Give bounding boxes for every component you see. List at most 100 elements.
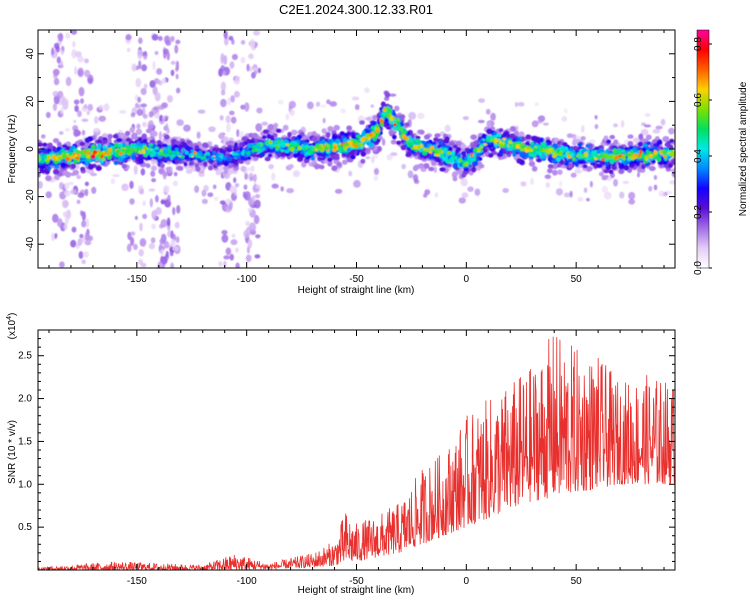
spectrogram-ridge-blob bbox=[39, 164, 46, 170]
spectrogram-ridge-blob bbox=[470, 134, 478, 140]
spectrogram-ridge-blob bbox=[117, 143, 124, 148]
spectrogram-scatter-blob bbox=[152, 60, 156, 71]
spectrogram-ridge-blob bbox=[170, 153, 175, 158]
spectrogram-scatter-blob bbox=[423, 193, 428, 198]
spectrogram-scatter-blob bbox=[245, 254, 252, 263]
spectrogram-ridge-blob bbox=[407, 139, 412, 143]
spectrogram-ridge-blob bbox=[145, 128, 152, 134]
spectrogram-ridge-blob bbox=[572, 156, 576, 161]
spectrogram-scatter-blob bbox=[322, 117, 326, 124]
spectrogram-scatter-blob bbox=[169, 248, 174, 257]
spectrogram-ridge-blob bbox=[41, 147, 48, 153]
spectrogram-scatter-blob bbox=[252, 173, 257, 183]
spectrogram-scatter-blob bbox=[594, 123, 599, 130]
spectrogram-scatter-blob bbox=[63, 223, 68, 231]
spectrogram-ridge-blob bbox=[669, 152, 675, 157]
spectrogram-ridge-blob bbox=[314, 148, 318, 152]
spectrogram-ridge-blob bbox=[43, 154, 48, 159]
spectrogram-ridge-blob bbox=[359, 120, 365, 125]
spectrogram-ridge-blob bbox=[339, 131, 345, 136]
spectrogram-ridge-blob bbox=[493, 138, 499, 142]
spectrogram-ridge-blob bbox=[525, 145, 531, 149]
spectrogram-ridge-blob bbox=[52, 138, 60, 144]
spectrogram-ridge-blob bbox=[45, 175, 52, 182]
spectrogram-scatter-blob bbox=[163, 185, 170, 193]
spectrogram-ridge-blob bbox=[135, 128, 143, 136]
spectrogram-ridge-blob bbox=[253, 156, 259, 161]
spectrogram-ridge-blob bbox=[256, 143, 261, 147]
spectrogram-scatter-blob bbox=[150, 170, 156, 177]
snr-y-tick-label: 0.5 bbox=[18, 522, 32, 533]
spectrogram-scatter-blob bbox=[71, 49, 77, 59]
spectrogram-scatter-blob bbox=[220, 81, 226, 92]
spectrogram-ridge-blob bbox=[109, 151, 113, 155]
spectrogram-scatter-blob bbox=[255, 194, 261, 199]
spectrogram-ridge-blob bbox=[141, 149, 146, 154]
spectrogram-scatter-blob bbox=[334, 188, 343, 194]
spectrogram-ridge-blob bbox=[200, 156, 205, 160]
spectrogram-ridge-blob bbox=[202, 142, 209, 148]
spectrogram-scatter-blob bbox=[277, 99, 284, 105]
spectrogram-scatter-blob bbox=[477, 119, 485, 124]
spectrogram-ridge-blob bbox=[272, 132, 278, 138]
spectrogram-scatter-blob bbox=[151, 178, 157, 183]
spectrogram-scatter-blob bbox=[223, 255, 230, 260]
spectrogram-ridge-blob bbox=[333, 124, 340, 131]
spectrogram-scatter-blob bbox=[467, 186, 474, 192]
spectrogram-scatter-blob bbox=[158, 104, 165, 110]
spectrogram-ridge-blob bbox=[388, 130, 394, 135]
spectrogram-ridge-blob bbox=[178, 152, 182, 157]
spectrogram-ridge-blob bbox=[46, 165, 52, 171]
spectrogram-ridge-blob bbox=[384, 92, 391, 98]
spectrogram-scatter-blob bbox=[51, 47, 55, 56]
spectrogram-ridge-blob bbox=[194, 163, 199, 168]
spectrogram-ridge-blob bbox=[223, 169, 229, 175]
spectrogram-ridge-blob bbox=[442, 156, 448, 162]
spectrogram-ridge-blob bbox=[304, 144, 310, 148]
spectrogram-scatter-blob bbox=[351, 96, 360, 101]
spectrogram-scatter-blob bbox=[45, 111, 51, 119]
spectrogram-ridge-blob bbox=[128, 150, 134, 154]
spectrogram-scatter-blob bbox=[134, 215, 138, 220]
spectrogram-scatter-blob bbox=[285, 113, 290, 121]
spectrogram-scatter-blob bbox=[256, 107, 263, 114]
spectrogram-ridge-blob bbox=[426, 148, 430, 153]
colorbar-tick-label: 0.2 bbox=[693, 205, 704, 219]
spectrogram-ridge-blob bbox=[259, 152, 266, 157]
spectrogram-scatter-blob bbox=[228, 110, 235, 116]
spectrogram-ridge-blob bbox=[612, 154, 616, 159]
spectrogram-ridge-blob bbox=[528, 161, 536, 167]
spectrogram-ridge-blob bbox=[285, 143, 290, 147]
spectrogram-scatter-blob bbox=[87, 103, 94, 112]
spectrogram-y-tick-label: -40 bbox=[25, 237, 36, 252]
spectrogram-y-tick-label: 20 bbox=[25, 95, 36, 107]
spectrogram-ridge-blob bbox=[46, 154, 51, 159]
spectrogram-ridge-blob bbox=[65, 156, 69, 161]
spectrogram-scatter-blob bbox=[315, 101, 321, 107]
spectrogram-ridge-blob bbox=[101, 157, 106, 161]
snr-x-tick-label: 0 bbox=[464, 576, 470, 587]
spectrogram-ridge-blob bbox=[62, 154, 66, 160]
spectrogram-scatter-blob bbox=[154, 92, 161, 102]
spectrogram-ridge-blob bbox=[486, 128, 493, 135]
spectrogram-ridge-blob bbox=[184, 150, 189, 155]
spectrogram-ridge-blob bbox=[423, 134, 431, 140]
spectrogram-ridge-blob bbox=[45, 158, 51, 162]
spectrogram-ridge-blob bbox=[266, 133, 272, 139]
spectrogram-scatter-blob bbox=[74, 51, 82, 58]
spectrogram-ridge-blob bbox=[214, 155, 220, 160]
spectrogram-scatter-blob bbox=[138, 259, 144, 265]
spectrogram-ridge-blob bbox=[423, 163, 430, 169]
spectrogram-scatter-blob bbox=[381, 138, 386, 146]
spectrogram-ridge-blob bbox=[454, 156, 458, 160]
spectrogram-scatter-blob bbox=[229, 185, 236, 194]
spectrogram-scatter-blob bbox=[229, 61, 235, 69]
spectrogram-ridge-blob bbox=[645, 149, 649, 153]
spectrogram-ridge-blob bbox=[275, 145, 280, 150]
spectrogram-scatter-blob bbox=[52, 90, 59, 97]
spectrogram-scatter-blob bbox=[417, 112, 425, 120]
spectrogram-ridge-blob bbox=[190, 153, 194, 157]
spectrogram-ridge-blob bbox=[520, 151, 525, 158]
spectrogram-scatter-blob bbox=[136, 108, 144, 116]
spectrogram-scatter-blob bbox=[59, 261, 65, 268]
